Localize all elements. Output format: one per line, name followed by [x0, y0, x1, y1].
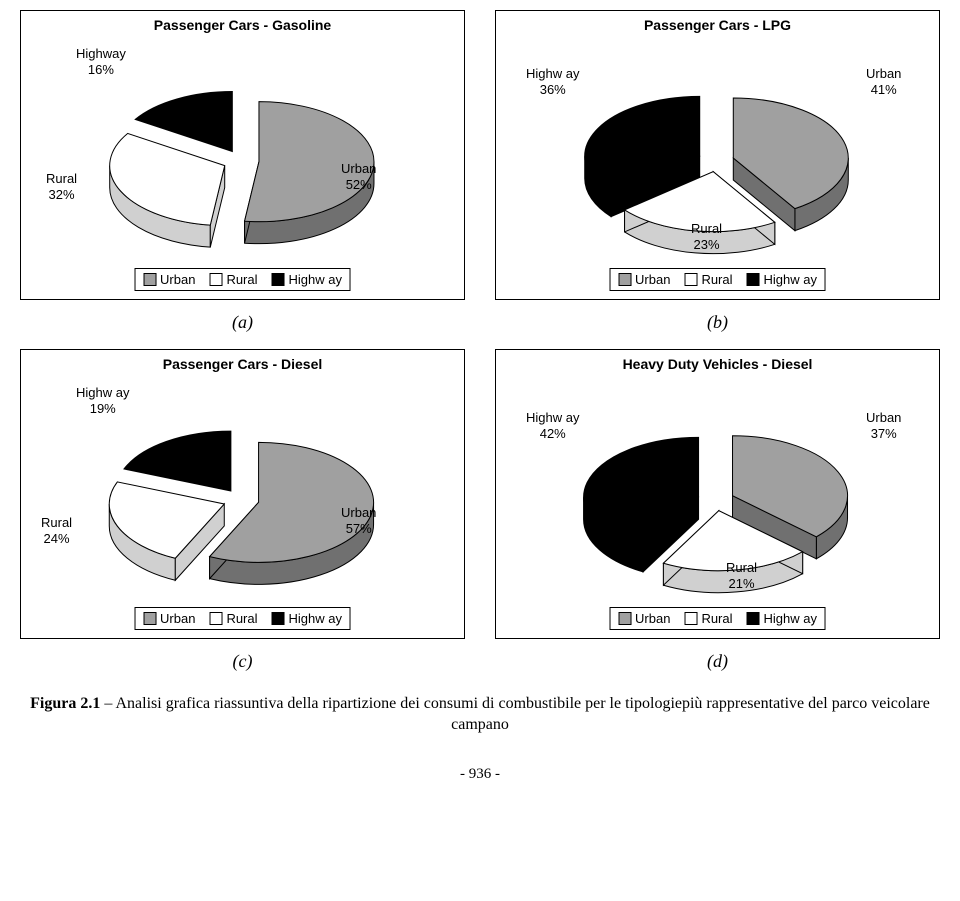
swatch-urban [618, 273, 631, 286]
panel-c: Passenger Cars - Diesel Urban57% Rural24… [20, 349, 465, 639]
legend-label-highway: Highw ay [289, 272, 342, 287]
page-number: - 936 - [20, 766, 940, 783]
swatch-highway [747, 273, 760, 286]
label-d-rural: Rural21% [726, 560, 757, 591]
legend-label-highway: Highw ay [764, 611, 817, 626]
legend-label-rural: Rural [701, 272, 732, 287]
legend-label-rural: Rural [701, 611, 732, 626]
legend-label-urban: Urban [635, 611, 670, 626]
label-a-highway: Highway16% [76, 46, 126, 77]
panel-b: Passenger Cars - LPG Urban41% Rural23% H… [495, 10, 940, 300]
swatch-rural [209, 612, 222, 625]
legend-item-highway: Highw ay [747, 611, 817, 626]
legend-item-rural: Rural [209, 611, 257, 626]
swatch-highway [272, 612, 285, 625]
page-root: Passenger Cars - Gasoline Urban52% Rural… [0, 0, 960, 813]
label-b-highway: Highw ay36% [526, 66, 579, 97]
swatch-rural [684, 273, 697, 286]
label-a-rural: Rural32% [46, 171, 77, 202]
legend-a: Urban Rural Highw ay [134, 268, 351, 291]
legend-label-highway: Highw ay [289, 611, 342, 626]
label-c-urban: Urban57% [341, 505, 376, 536]
sublabel-a: (a) [20, 312, 465, 333]
legend-item-rural: Rural [684, 272, 732, 287]
label-b-urban: Urban41% [866, 66, 901, 97]
legend-label-rural: Rural [226, 272, 257, 287]
legend-label-urban: Urban [160, 272, 195, 287]
legend-b: Urban Rural Highw ay [609, 268, 826, 291]
panel-a: Passenger Cars - Gasoline Urban52% Rural… [20, 10, 465, 300]
legend-label-highway: Highw ay [764, 272, 817, 287]
legend-item-rural: Rural [684, 611, 732, 626]
legend-item-rural: Rural [209, 272, 257, 287]
swatch-urban [143, 612, 156, 625]
label-a-urban: Urban52% [341, 161, 376, 192]
sublabel-b: (b) [495, 312, 940, 333]
sublabel-d: (d) [495, 651, 940, 672]
caption-label: Figura 2.1 [30, 695, 100, 712]
swatch-highway [747, 612, 760, 625]
chart-grid: Passenger Cars - Gasoline Urban52% Rural… [20, 10, 940, 736]
sublabel-c: (c) [20, 651, 465, 672]
swatch-highway [272, 273, 285, 286]
legend-item-urban: Urban [618, 611, 670, 626]
legend-label-rural: Rural [226, 611, 257, 626]
label-b-rural: Rural23% [691, 221, 722, 252]
legend-label-urban: Urban [160, 611, 195, 626]
pie-d [511, 370, 921, 610]
panel-d: Heavy Duty Vehicles - Diesel Urban37% Ru… [495, 349, 940, 639]
legend-item-highway: Highw ay [747, 272, 817, 287]
legend-item-urban: Urban [618, 272, 670, 287]
legend-label-urban: Urban [635, 272, 670, 287]
legend-d: Urban Rural Highw ay [609, 607, 826, 630]
swatch-urban [618, 612, 631, 625]
swatch-rural [209, 273, 222, 286]
legend-item-highway: Highw ay [272, 272, 342, 287]
legend-item-highway: Highw ay [272, 611, 342, 626]
legend-item-urban: Urban [143, 272, 195, 287]
figure-caption: Figura 2.1 – Analisi grafica riassuntiva… [20, 694, 940, 736]
swatch-rural [684, 612, 697, 625]
legend-item-urban: Urban [143, 611, 195, 626]
legend-c: Urban Rural Highw ay [134, 607, 351, 630]
caption-rest: – Analisi grafica riassuntiva della ripa… [100, 695, 930, 733]
label-d-highway: Highw ay42% [526, 410, 579, 441]
label-d-urban: Urban37% [866, 410, 901, 441]
swatch-urban [143, 273, 156, 286]
label-c-rural: Rural24% [41, 515, 72, 546]
label-c-highway: Highw ay19% [76, 385, 129, 416]
